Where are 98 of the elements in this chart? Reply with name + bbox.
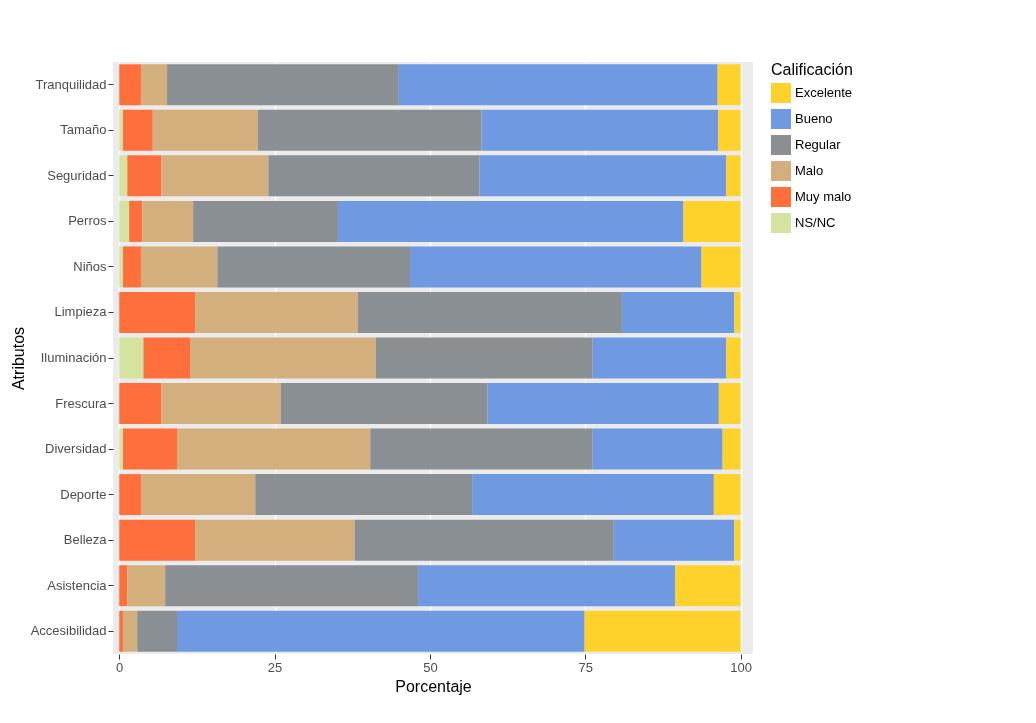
bar xyxy=(713,474,741,516)
bar xyxy=(734,291,741,333)
bar xyxy=(726,155,741,197)
bar xyxy=(354,519,614,561)
bar xyxy=(119,519,196,561)
y-tick-label: Niños xyxy=(73,258,107,274)
legend-label: Bueno xyxy=(795,111,833,126)
bar xyxy=(717,64,741,106)
bar xyxy=(701,246,741,288)
bar xyxy=(119,155,128,197)
bar xyxy=(127,155,162,197)
bar xyxy=(487,383,719,425)
bar xyxy=(217,246,411,288)
bar xyxy=(129,200,143,242)
bar xyxy=(119,383,162,425)
bar xyxy=(675,565,741,607)
y-tick-label: Diversidad xyxy=(45,441,107,457)
legend-label: Muy malo xyxy=(795,189,852,204)
bar xyxy=(357,291,622,333)
bar xyxy=(375,337,593,379)
y-tick-label: Deporte xyxy=(60,486,107,502)
x-tick-label: 100 xyxy=(730,659,752,675)
bar xyxy=(718,109,741,151)
bar xyxy=(280,383,488,425)
x-tick-label: 0 xyxy=(116,659,124,675)
bar xyxy=(410,246,702,288)
bar xyxy=(195,291,358,333)
bar xyxy=(165,565,419,607)
bar xyxy=(722,428,741,470)
bar xyxy=(718,383,741,425)
bar xyxy=(734,519,741,561)
y-tick-label: Iluminación xyxy=(40,350,107,365)
bar xyxy=(479,155,727,197)
x-tick-label: 25 xyxy=(267,659,283,675)
bar xyxy=(683,200,741,242)
y-tick-label: Frescura xyxy=(55,395,108,411)
bar xyxy=(726,337,741,379)
bar xyxy=(119,64,141,106)
bar xyxy=(592,428,723,470)
bar xyxy=(268,155,480,197)
bar xyxy=(167,64,399,106)
bar xyxy=(472,474,714,516)
bar xyxy=(190,337,376,379)
bar xyxy=(255,474,473,516)
bar xyxy=(398,64,718,106)
y-tick-label: Asistencia xyxy=(47,577,108,593)
bar xyxy=(119,246,123,288)
legend-label: NS/NC xyxy=(795,215,836,230)
bar xyxy=(119,291,196,333)
bar xyxy=(142,200,194,242)
bar xyxy=(122,610,138,652)
bar xyxy=(119,337,144,379)
bar xyxy=(337,200,684,242)
y-tick-label: Belleza xyxy=(63,532,108,548)
bar xyxy=(418,565,676,607)
bar xyxy=(193,200,338,242)
bar xyxy=(177,428,371,470)
legend-label: Excelente xyxy=(795,85,853,100)
bar xyxy=(140,474,256,516)
y-tick-label: Tranquilidad xyxy=(35,76,107,92)
y-tick-label: Perros xyxy=(68,213,107,229)
bar xyxy=(621,291,735,333)
y-tick-label: Accesibilidad xyxy=(30,623,107,639)
bar xyxy=(127,565,166,607)
bar xyxy=(195,519,355,561)
bar xyxy=(119,474,141,516)
legend-label: Malo xyxy=(795,163,824,178)
bar xyxy=(161,383,281,425)
bar xyxy=(584,610,741,652)
bar xyxy=(119,200,130,242)
legend-title: Calificación xyxy=(771,61,853,78)
y-tick-label: Limpieza xyxy=(54,304,108,320)
bar xyxy=(613,519,735,561)
bar xyxy=(119,109,123,151)
x-tick-label: 75 xyxy=(578,659,593,675)
bar xyxy=(592,337,727,379)
x-tick-label: 50 xyxy=(423,659,438,675)
y-axis-title: Atributos xyxy=(9,326,27,391)
bar xyxy=(140,64,168,106)
x-axis-title: Porcentaje xyxy=(395,677,472,695)
bar xyxy=(257,109,482,151)
bar xyxy=(122,246,141,288)
y-tick-label: Seguridad xyxy=(47,167,107,183)
bar xyxy=(370,428,593,470)
bar xyxy=(119,610,123,652)
bar xyxy=(177,610,585,652)
bar xyxy=(152,109,258,151)
legend-label: Regular xyxy=(795,137,842,152)
bar xyxy=(119,428,123,470)
bar xyxy=(140,246,218,288)
y-tick-label: Tamaño xyxy=(60,122,107,138)
bar xyxy=(143,337,191,379)
bar xyxy=(137,610,177,652)
bar xyxy=(122,428,177,470)
bar xyxy=(119,565,128,607)
bar xyxy=(481,109,719,151)
bar xyxy=(122,109,153,151)
bar xyxy=(161,155,269,197)
